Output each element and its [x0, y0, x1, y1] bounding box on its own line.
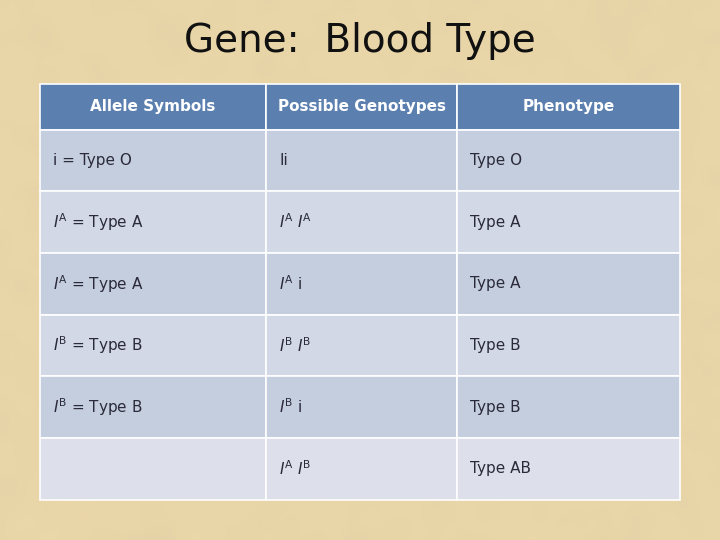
FancyBboxPatch shape	[266, 191, 457, 253]
Text: Allele Symbols: Allele Symbols	[90, 99, 216, 114]
FancyBboxPatch shape	[457, 130, 680, 191]
Text: Type B: Type B	[470, 400, 521, 415]
FancyBboxPatch shape	[266, 438, 457, 500]
FancyBboxPatch shape	[40, 438, 266, 500]
Text: $I^{\mathregular{B}}$ $I^{\mathregular{B}}$: $I^{\mathregular{B}}$ $I^{\mathregular{B…	[279, 336, 312, 355]
Text: $I^{\mathregular{A}}$ $I^{\mathregular{A}}$: $I^{\mathregular{A}}$ $I^{\mathregular{A…	[279, 213, 312, 232]
FancyBboxPatch shape	[266, 376, 457, 438]
Text: $I^{\mathregular{A}}$ = Type A: $I^{\mathregular{A}}$ = Type A	[53, 273, 143, 295]
FancyBboxPatch shape	[40, 130, 266, 191]
Text: Type A: Type A	[470, 276, 521, 291]
FancyBboxPatch shape	[457, 84, 680, 130]
Text: Type B: Type B	[470, 338, 521, 353]
FancyBboxPatch shape	[40, 314, 266, 376]
FancyBboxPatch shape	[457, 314, 680, 376]
FancyBboxPatch shape	[457, 376, 680, 438]
FancyBboxPatch shape	[266, 130, 457, 191]
FancyBboxPatch shape	[40, 253, 266, 314]
FancyBboxPatch shape	[457, 253, 680, 314]
Text: Phenotype: Phenotype	[523, 99, 615, 114]
Text: Possible Genotypes: Possible Genotypes	[278, 99, 446, 114]
Text: $I^{\mathregular{B}}$ = Type B: $I^{\mathregular{B}}$ = Type B	[53, 334, 142, 356]
Text: Type AB: Type AB	[470, 461, 531, 476]
FancyBboxPatch shape	[457, 438, 680, 500]
FancyBboxPatch shape	[457, 191, 680, 253]
Text: i = Type O: i = Type O	[53, 153, 132, 168]
Text: $I^{\mathregular{A}}$ $I^{\mathregular{B}}$: $I^{\mathregular{A}}$ $I^{\mathregular{B…	[279, 460, 312, 478]
FancyBboxPatch shape	[40, 376, 266, 438]
FancyBboxPatch shape	[40, 84, 266, 130]
Text: $I^{\mathregular{B}}$ = Type B: $I^{\mathregular{B}}$ = Type B	[53, 396, 142, 418]
Text: Type O: Type O	[470, 153, 522, 168]
FancyBboxPatch shape	[266, 253, 457, 314]
Text: Type A: Type A	[470, 214, 521, 230]
FancyBboxPatch shape	[266, 84, 457, 130]
FancyBboxPatch shape	[40, 191, 266, 253]
FancyBboxPatch shape	[266, 314, 457, 376]
Text: $I^{\mathregular{A}}$ i: $I^{\mathregular{A}}$ i	[279, 274, 302, 293]
Text: $I^{\mathregular{B}}$ i: $I^{\mathregular{B}}$ i	[279, 397, 302, 416]
Text: $I^{\mathregular{A}}$ = Type A: $I^{\mathregular{A}}$ = Type A	[53, 211, 143, 233]
Text: Gene:  Blood Type: Gene: Blood Type	[184, 22, 536, 59]
Text: Ii: Ii	[279, 153, 288, 168]
